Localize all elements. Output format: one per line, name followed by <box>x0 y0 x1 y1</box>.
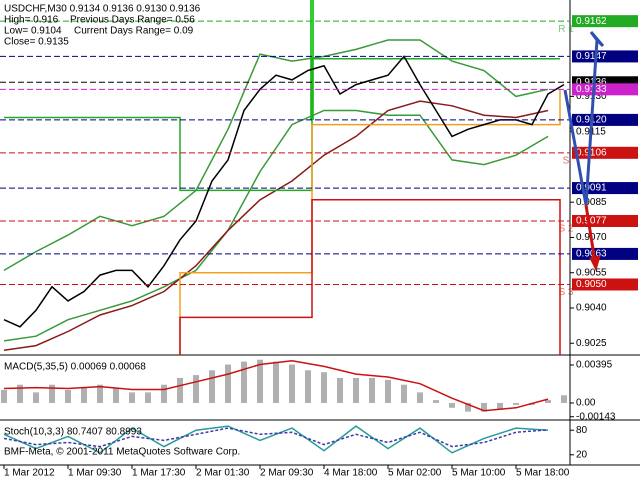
x-tick-label: 1 Mar 17:30 <box>132 468 186 479</box>
histogram-bar <box>97 384 103 403</box>
info-text: High= 0.916 <box>4 15 59 26</box>
histogram-bar <box>353 377 359 403</box>
panel-title: Stoch(10,3,3) 80.7407 80.8993 <box>4 427 142 438</box>
y-tick-label: 0.9025 <box>576 338 607 349</box>
histogram-bar <box>289 364 295 403</box>
histogram-bar <box>449 402 455 408</box>
histogram-bar <box>49 384 55 403</box>
level-name: S 3 <box>558 287 573 298</box>
histogram-bar <box>433 400 439 403</box>
info-text: Current Days Range= 0.09 <box>74 26 194 37</box>
chart-title: USDCHF,M30 0.9134 0.9136 0.9130 0.9136 <box>4 4 201 15</box>
y-tick-label: 80 <box>576 425 588 436</box>
series-line <box>3 359 549 412</box>
copyright: BMF-Meta, © 2001-2011 MetaQuotes Softwar… <box>4 447 240 458</box>
info-text: Previous Days Range= 0.56 <box>70 15 195 26</box>
level-label: 0.9050 <box>576 279 607 290</box>
series-line <box>4 58 560 192</box>
series-line <box>179 199 561 355</box>
series-line <box>3 39 549 272</box>
level-box <box>572 15 638 28</box>
series-line <box>3 425 549 454</box>
histogram-bar <box>193 375 199 403</box>
histogram-bar <box>257 359 263 403</box>
y-tick-label: 0.9130 <box>576 91 607 102</box>
x-tick-label: 5 Mar 18:00 <box>516 468 570 479</box>
histogram-bar <box>129 392 135 403</box>
info-text: Low= 0.9104 <box>4 26 62 37</box>
level-label: 0.9147 <box>576 51 607 62</box>
y-tick-label: -0.00143 <box>576 411 616 422</box>
x-tick-label: 2 Mar 01:30 <box>196 468 250 479</box>
histogram-bar <box>481 402 487 412</box>
level-label: 0.9091 <box>576 183 607 194</box>
histogram-bar <box>401 384 407 403</box>
histogram-bar <box>161 384 167 403</box>
histogram-bar <box>385 379 391 403</box>
histogram-bar <box>561 395 567 403</box>
series-line <box>3 427 549 448</box>
histogram-bar <box>369 377 375 403</box>
arrow-head <box>589 255 601 272</box>
histogram-bar <box>113 387 119 403</box>
x-tick-label: 5 Mar 10:00 <box>452 468 506 479</box>
level-box <box>572 50 638 63</box>
histogram-bar <box>465 402 471 412</box>
y-tick-label: 0.9055 <box>576 267 607 278</box>
level-label: 0.9077 <box>576 216 607 227</box>
y-tick-label: 20 <box>576 449 588 460</box>
y-tick-label: 0.9085 <box>576 197 607 208</box>
x-tick-label: 1 Mar 2012 <box>4 468 55 479</box>
series-line <box>179 89 561 355</box>
histogram-bar <box>337 377 343 403</box>
histogram-bar <box>305 370 311 403</box>
level-label: 0.9063 <box>576 249 607 260</box>
x-tick-label: 5 Mar 02:00 <box>388 468 442 479</box>
histogram-bar <box>321 372 327 403</box>
histogram-bar <box>241 361 247 403</box>
arrow <box>584 204 597 263</box>
histogram-bar <box>497 402 503 410</box>
x-tick-label: 2 Mar 09:30 <box>260 468 314 479</box>
series-line <box>3 55 565 328</box>
histogram-bar <box>225 364 231 403</box>
level-label: 0.9133 <box>576 84 607 95</box>
level-label: 0.9162 <box>576 16 607 27</box>
level-label: 0.9136 <box>576 77 607 88</box>
level-box <box>572 83 638 96</box>
histogram-bar <box>1 389 7 403</box>
histogram-bar <box>177 377 183 403</box>
histogram-bar <box>17 384 23 403</box>
histogram-bar <box>145 392 151 403</box>
level-name: S 2 <box>558 224 573 235</box>
histogram-bar <box>209 370 215 403</box>
level-name: R 1 <box>558 24 574 35</box>
series-line <box>3 109 549 342</box>
level-name: S <box>563 155 570 166</box>
y-tick-label: 0.9040 <box>576 303 607 314</box>
histogram-bar <box>417 392 423 403</box>
x-tick-label: 4 Mar 18:00 <box>324 468 378 479</box>
histogram-bar <box>513 402 519 405</box>
y-tick-label: 0.00 <box>576 398 596 409</box>
level-box <box>572 113 638 126</box>
info-text: Close= 0.9135 <box>4 37 69 48</box>
x-tick-label: 1 Mar 09:30 <box>68 468 122 479</box>
level-box <box>572 247 638 260</box>
histogram-bar <box>545 400 551 403</box>
y-tick-label: 0.00395 <box>576 360 613 371</box>
panel-title: MACD(5,35,5) 0.00069 0.00068 <box>4 362 146 373</box>
histogram-bar <box>273 361 279 403</box>
histogram-bar <box>81 387 87 403</box>
histogram-bar <box>33 392 39 403</box>
level-label: 0.9106 <box>576 147 607 158</box>
arrow-head <box>589 31 605 48</box>
histogram-bar <box>65 389 71 403</box>
level-box <box>572 278 638 291</box>
